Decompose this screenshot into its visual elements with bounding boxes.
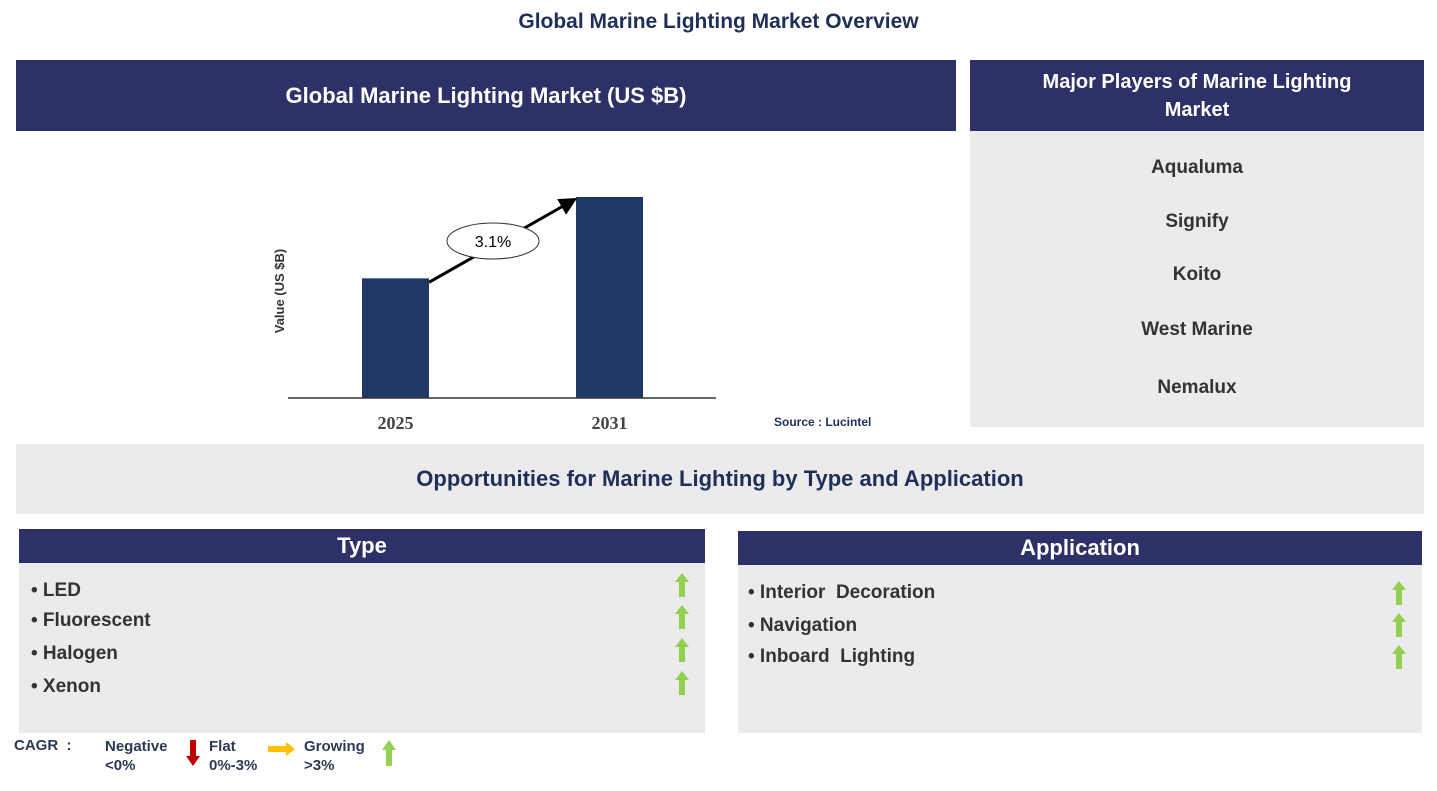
- growing-arrow-icon: [675, 671, 689, 695]
- player-item: Koito: [1172, 264, 1222, 285]
- page-title: Global Marine Lighting Market Overview: [518, 10, 919, 33]
- growing-arrow-icon: [1392, 581, 1406, 605]
- growing-arrow-icon: [675, 638, 689, 662]
- legend-flat: Flat 0%-3%: [209, 737, 257, 775]
- type-list: • LED • Fluorescent • Halogen • Xenon: [19, 563, 705, 733]
- type-item: • LED: [31, 580, 81, 601]
- cagr-value: 3.1%: [475, 234, 511, 251]
- bar-chart: Value (US $B) 3.1% 2025 2031 Source : Luc…: [272, 197, 871, 433]
- legend-negative-range: <0%: [105, 757, 136, 774]
- growing-arrow-icon: [1392, 613, 1406, 637]
- players-header: Major Players of Marine Lighting Market: [970, 60, 1424, 131]
- y-axis-label: Value (US $B): [272, 249, 287, 334]
- legend-flat-range: 0%-3%: [209, 757, 258, 774]
- application-item: • Interior Decoration: [748, 582, 936, 603]
- legend-growing-label: Growing: [304, 738, 365, 755]
- x-tick-label: 2025: [378, 413, 414, 433]
- legend-growing-range: >3%: [304, 757, 335, 774]
- bar-2031: [576, 197, 643, 398]
- cagr-legend-label: CAGR :: [14, 737, 72, 754]
- bar-2025: [362, 278, 429, 398]
- chart-header: Global Marine Lighting Market (US $B): [16, 60, 956, 131]
- legend-negative: Negative <0%: [105, 737, 168, 775]
- growing-arrow-icon: [675, 573, 689, 597]
- player-item: Aqualuma: [1151, 157, 1243, 178]
- legend-negative-label: Negative: [105, 738, 168, 755]
- players-list: Aqualuma Signify Koito West Marine Nemal…: [970, 131, 1424, 427]
- type-item: • Xenon: [31, 676, 101, 697]
- type-header: Type: [19, 529, 705, 563]
- player-item: West Marine: [1141, 319, 1253, 340]
- cagr-bubble: [446, 222, 540, 260]
- negative-arrow-icon: [186, 740, 200, 766]
- growing-arrow-icon: [675, 605, 689, 629]
- player-item: Signify: [1165, 211, 1229, 232]
- application-header: Application: [738, 531, 1422, 565]
- flat-arrow-icon: [268, 742, 295, 756]
- type-item: • Halogen: [31, 643, 118, 664]
- application-item: • Inboard Lighting: [748, 646, 916, 667]
- x-tick-label: 2031: [592, 413, 628, 433]
- application-list: • Interior Decoration • Navigation • Inb…: [738, 565, 1422, 733]
- opportunities-header: Opportunities for Marine Lighting by Typ…: [16, 444, 1424, 514]
- growing-arrow-icon: [382, 740, 396, 766]
- legend-growing: Growing >3%: [304, 737, 365, 775]
- type-item: • Fluorescent: [31, 610, 151, 631]
- source-label: Source : Lucintel: [774, 415, 871, 429]
- legend-flat-label: Flat: [209, 738, 236, 755]
- player-item: Nemalux: [1157, 377, 1237, 398]
- application-item: • Navigation: [748, 615, 858, 636]
- growing-arrow-icon: [1392, 645, 1406, 669]
